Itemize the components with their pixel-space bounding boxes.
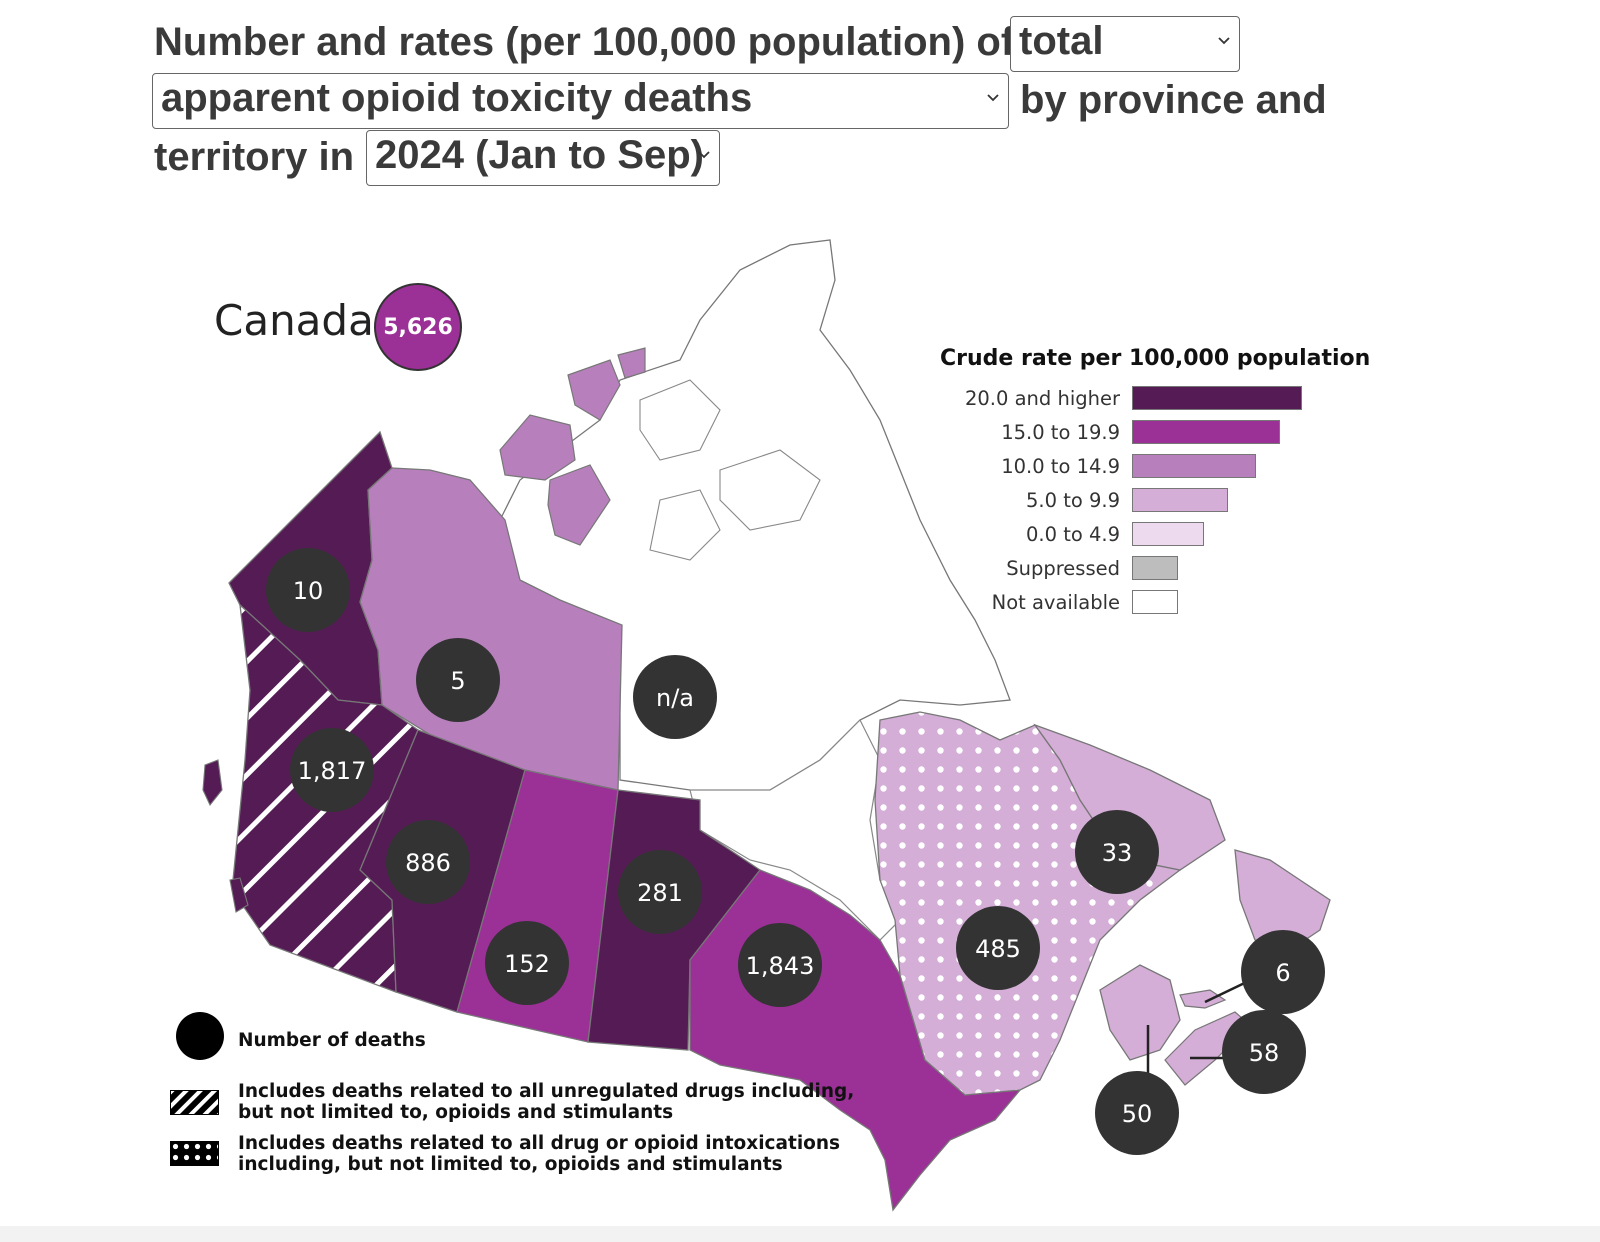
deaths-bubble-key-icon	[176, 1012, 224, 1060]
legend-label: 5.0 to 9.9	[1026, 489, 1120, 512]
legend-swatch	[1132, 454, 1256, 478]
bubble-label-newfoundland-labrador: 33	[1102, 839, 1133, 867]
region-newfoundland-labrador[interactable]	[1033, 723, 1331, 951]
bubble-yukon[interactable]	[266, 548, 350, 632]
legend-swatch	[1132, 420, 1280, 444]
legend-swatch	[1132, 590, 1178, 614]
legend-row: 0.0 to 4.9	[940, 522, 1360, 550]
bubble-newfoundland-labrador[interactable]	[1075, 810, 1159, 894]
bubble-label-yukon: 10	[293, 577, 324, 605]
bubble-label-nunavut: n/a	[656, 684, 694, 712]
hatch-key-icon	[170, 1090, 219, 1115]
substance-select-value: apparent opioid toxicity deaths	[161, 76, 753, 120]
legend-swatch	[1132, 488, 1228, 512]
key-hatch-text: Includes deaths related to all unregulat…	[238, 1081, 855, 1123]
legend-label: 20.0 and higher	[964, 387, 1120, 410]
bubble-prince-edward-island[interactable]	[1241, 930, 1325, 1014]
substance-select[interactable]: apparent opioid toxicity deaths	[152, 73, 1009, 129]
title-part-3: territory in	[154, 135, 355, 179]
canada-total-value: 5,626	[383, 314, 453, 340]
period-select[interactable]: 2024 (Jan to Sep)	[366, 130, 720, 186]
bubble-british-columbia[interactable]	[290, 728, 374, 812]
bubble-label-northwest-territories: 5	[450, 667, 465, 695]
region-bc-island	[202, 759, 249, 913]
bubble-quebec[interactable]	[956, 906, 1040, 990]
bubble-northwest-territories[interactable]	[416, 638, 500, 722]
bubble-label-manitoba: 281	[637, 879, 683, 907]
bubble-new-brunswick[interactable]	[1095, 1071, 1179, 1155]
chevron-down-icon	[987, 94, 999, 102]
region-quebec[interactable]	[874, 711, 1182, 1096]
legend-row: Suppressed	[940, 556, 1360, 584]
bubble-label-nova-scotia: 58	[1249, 1039, 1280, 1067]
legend-row: 15.0 to 19.9	[940, 420, 1360, 448]
region-nwt-islands	[499, 347, 646, 546]
measure-select-value: total	[1019, 19, 1104, 63]
title-part-1: Number and rates (per 100,000 population…	[154, 20, 1015, 64]
bubble-label-british-columbia: 1,817	[298, 757, 367, 785]
region-prince-edward-island[interactable]	[1179, 989, 1227, 1009]
bubble-nunavut[interactable]	[633, 655, 717, 739]
legend-row: Not available	[940, 590, 1360, 618]
bubble-manitoba[interactable]	[618, 850, 702, 934]
legend: Crude rate per 100,000 population	[940, 346, 1371, 371]
legend-label: 15.0 to 19.9	[1001, 421, 1120, 444]
legend-label: Suppressed	[1006, 557, 1120, 580]
bubble-label-alberta: 886	[405, 849, 451, 877]
legend-title: Crude rate per 100,000 population	[940, 346, 1371, 371]
bottom-bar	[0, 1226, 1600, 1242]
measure-select[interactable]: total	[1010, 16, 1240, 72]
bubble-label-quebec: 485	[975, 935, 1021, 963]
chevron-down-icon	[1218, 37, 1230, 45]
region-nunavut-islands	[639, 379, 821, 561]
legend-row: 5.0 to 9.9	[940, 488, 1360, 516]
legend-swatch	[1132, 386, 1302, 410]
chevron-down-icon	[698, 151, 710, 159]
bubble-alberta[interactable]	[386, 820, 470, 904]
bubble-label-saskatchewan: 152	[504, 950, 550, 978]
canada-total-bubble: 5,626	[374, 283, 462, 371]
canada-label: Canada	[214, 296, 374, 345]
dots-key-icon	[170, 1141, 219, 1166]
legend-swatch	[1132, 522, 1204, 546]
bubble-nova-scotia[interactable]	[1222, 1010, 1306, 1094]
legend-label: 10.0 to 14.9	[1001, 455, 1120, 478]
bubble-ontario[interactable]	[738, 923, 822, 1007]
legend-swatch	[1132, 556, 1178, 580]
legend-label: Not available	[991, 591, 1120, 614]
title-part-2: by province and	[1020, 78, 1327, 122]
legend-row: 20.0 and higher	[940, 386, 1360, 414]
region-nunavut[interactable]	[499, 239, 1011, 801]
legend-row: 10.0 to 14.9	[940, 454, 1360, 482]
key-dots-text: Includes deaths related to all drug or o…	[238, 1133, 841, 1175]
bubble-label-prince-edward-island: 6	[1275, 959, 1290, 987]
region-new-brunswick[interactable]	[1099, 964, 1181, 1061]
bubble-label-new-brunswick: 50	[1122, 1100, 1153, 1128]
key-number-of-deaths: Number of deaths	[238, 1030, 426, 1051]
period-select-value: 2024 (Jan to Sep)	[375, 133, 705, 177]
bubble-label-ontario: 1,843	[746, 952, 815, 980]
bubble-saskatchewan[interactable]	[485, 921, 569, 1005]
legend-label: 0.0 to 4.9	[1026, 523, 1120, 546]
